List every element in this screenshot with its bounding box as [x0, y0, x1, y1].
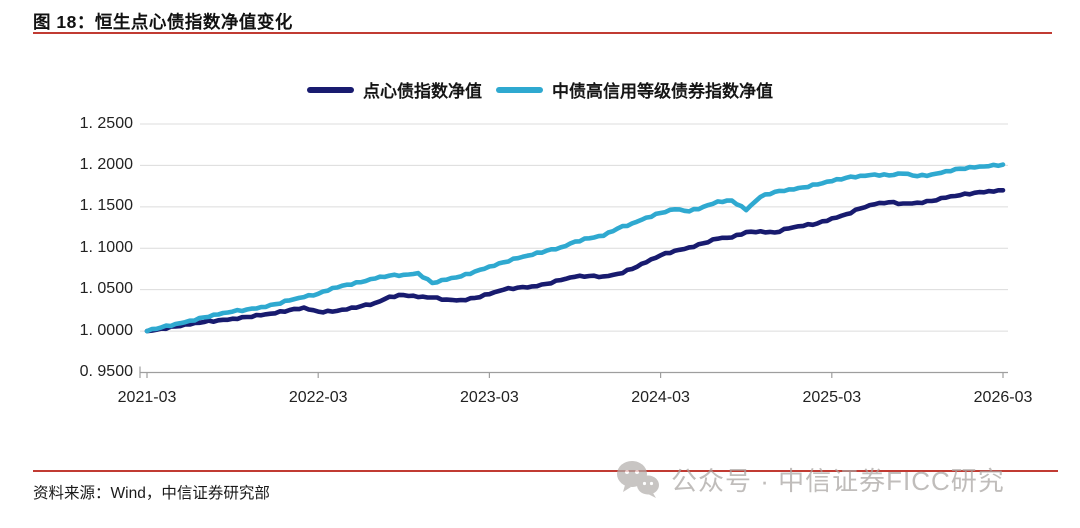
- footer-divider: [33, 470, 1058, 472]
- legend-swatch: [496, 86, 543, 93]
- x-axis-tick-label: 2023-03: [460, 389, 519, 406]
- x-axis-tick-label: 2024-03: [631, 389, 690, 406]
- legend-item: 中债高信用等级债券指数净值: [496, 77, 773, 102]
- y-axis-tick-label: 1. 1500: [79, 197, 133, 215]
- x-axis-tick-label: 2021-03: [117, 389, 177, 406]
- y-axis-tick-label: 1. 0000: [79, 321, 133, 339]
- series-line-dimsum-bond-index: [144, 188, 1006, 334]
- legend-label: 中债高信用等级债券指数净值: [552, 82, 773, 101]
- x-axis-tick-label: 2026-03: [973, 389, 1033, 406]
- y-axis-tick-label: 1. 0500: [79, 280, 133, 298]
- y-axis-tick-label: 1. 2000: [79, 155, 133, 173]
- source-note: 资料来源：Wind，中信证券研究部: [33, 485, 270, 502]
- x-axis-tick-label: 2022-03: [288, 389, 348, 406]
- y-axis-tick-label: 1. 2500: [79, 114, 133, 132]
- chart-legend: 点心债指数净值 中债高信用等级债券指数净值: [0, 77, 1080, 102]
- wechat-icon: [617, 461, 659, 498]
- series-line-chinabond-high-grade-index: [144, 162, 1006, 334]
- title-underline: [33, 32, 1052, 34]
- watermark: 公众号 · 中信证券FICC研究: [615, 459, 1005, 499]
- legend-item: 点心债指数净值: [307, 77, 482, 102]
- x-axis-tick-label: 2025-03: [802, 389, 862, 406]
- y-axis-tick-label: 0. 9500: [79, 363, 133, 380]
- y-axis-tick-label: 1. 1000: [79, 238, 133, 256]
- legend-label: 点心债指数净值: [363, 82, 482, 101]
- legend-swatch: [307, 86, 354, 93]
- watermark-text: 公众号 · 中信证券FICC研究: [671, 465, 1005, 496]
- figure-title: 图 18：恒生点心债指数净值变化: [33, 12, 293, 32]
